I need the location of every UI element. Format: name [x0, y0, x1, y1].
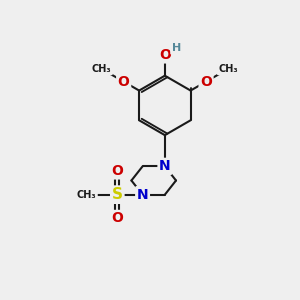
Text: N: N [137, 188, 148, 202]
Text: CH₃: CH₃ [92, 64, 112, 74]
Text: O: O [118, 75, 130, 88]
Text: O: O [111, 212, 123, 225]
Text: O: O [159, 48, 171, 62]
Text: O: O [111, 164, 123, 178]
Text: N: N [159, 159, 171, 173]
Text: H: H [172, 44, 181, 53]
Text: S: S [112, 187, 123, 202]
Text: CH₃: CH₃ [218, 64, 238, 74]
Text: CH₃: CH₃ [77, 190, 97, 200]
Text: O: O [200, 75, 212, 88]
